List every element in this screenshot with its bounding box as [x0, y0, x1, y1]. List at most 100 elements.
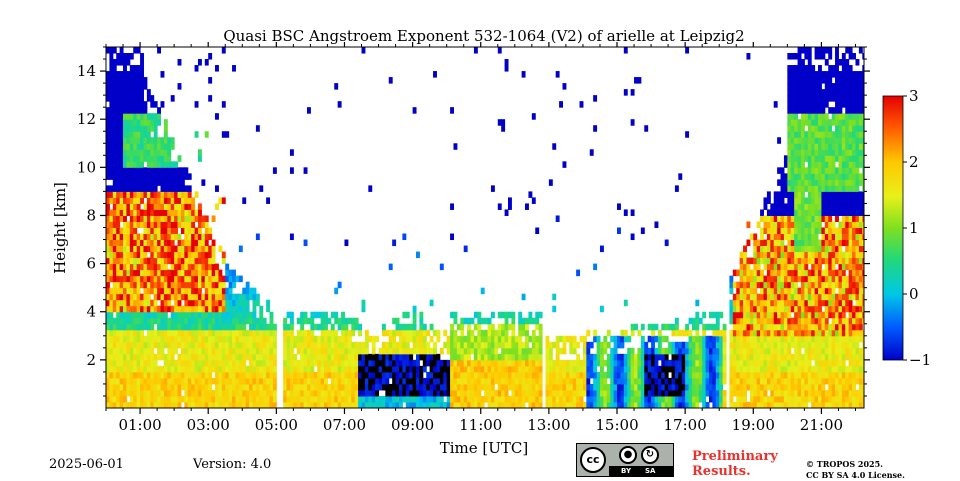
heatmap-cell: [194, 281, 199, 289]
heatmap-cell: [794, 143, 799, 150]
heatmap-cell: [773, 395, 778, 403]
heatmap-cell: [259, 347, 264, 355]
heatmap-cell: [674, 185, 679, 192]
heatmap-cell: [787, 167, 792, 174]
heatmap-cell: [678, 353, 683, 361]
heatmap-cell: [828, 305, 833, 313]
heatmap-cell: [252, 359, 257, 367]
heatmap-cell: [773, 365, 778, 373]
heatmap-cell: [405, 335, 410, 343]
heatmap-cell: [807, 155, 812, 162]
heatmap-cell: [184, 197, 189, 204]
heatmap-cell: [153, 341, 158, 349]
heatmap-cell: [732, 383, 737, 391]
heatmap-cell: [364, 347, 369, 355]
heatmap-cell: [218, 341, 223, 349]
heatmap-cell: [150, 377, 155, 385]
heatmap-cell: [398, 353, 403, 361]
heatmap-cell: [651, 353, 655, 361]
heatmap-cell: [310, 353, 315, 361]
heatmap-cell: [119, 317, 124, 325]
heatmap-cell: [681, 383, 686, 391]
heatmap-cell: [419, 323, 424, 331]
heatmap-cell: [746, 371, 751, 379]
heatmap-cell: [800, 227, 805, 235]
heatmap-cell: [119, 179, 124, 186]
heatmap-cell: [647, 389, 652, 397]
heatmap-cell: [828, 173, 833, 180]
heatmap-cell: [514, 341, 519, 349]
heatmap-cell: [756, 221, 761, 228]
heatmap-cell: [787, 119, 792, 126]
heatmap-cell: [821, 149, 826, 156]
heatmap-cell: [770, 359, 775, 367]
heatmap-cell: [177, 389, 182, 397]
heatmap-cell: [211, 311, 216, 319]
heatmap-cell: [562, 395, 567, 403]
heatmap-cell: [150, 365, 155, 373]
heatmap-cell: [187, 317, 192, 325]
heatmap-cell: [828, 245, 833, 253]
heatmap-cell: [821, 353, 826, 361]
heatmap-cell: [330, 341, 335, 349]
heatmap-cell: [126, 305, 131, 313]
heatmap-cell: [630, 377, 635, 385]
heatmap-cell: [215, 323, 219, 331]
heatmap-cell: [838, 311, 843, 319]
heatmap-cell: [508, 341, 512, 349]
heatmap-cell: [787, 377, 792, 385]
heatmap-cell: [814, 335, 819, 343]
heatmap-cell: [828, 263, 833, 271]
heatmap-cell: [283, 359, 288, 367]
heatmap-cell: [818, 209, 822, 216]
heatmap-cell: [313, 377, 318, 385]
heatmap-cell: [831, 263, 836, 271]
heatmap-cell: [790, 221, 795, 228]
heatmap-cell: [119, 287, 124, 295]
heatmap-cell: [204, 377, 209, 385]
heatmap-cell: [538, 389, 543, 397]
heatmap-cell: [565, 383, 570, 391]
heatmap-cell: [794, 275, 799, 283]
heatmap-cell: [800, 71, 805, 78]
heatmap-cell: [272, 353, 277, 361]
heatmap-cell: [722, 323, 727, 331]
heatmap-cell: [504, 317, 509, 325]
heatmap-cell: [436, 377, 441, 385]
heatmap-cell: [732, 389, 737, 397]
heatmap-cell: [160, 197, 165, 204]
heatmap-cell: [136, 47, 141, 54]
heatmap-cell: [150, 113, 155, 120]
heatmap-cell: [804, 101, 809, 108]
heatmap-cell: [116, 89, 121, 96]
heatmap-cell: [818, 47, 822, 54]
heatmap-cell: [409, 371, 414, 379]
heatmap-cell: [821, 251, 826, 259]
heatmap-cell: [232, 329, 236, 337]
heatmap-cell: [177, 335, 182, 343]
heatmap-cell: [525, 323, 529, 331]
heatmap-cell: [163, 197, 168, 204]
heatmap-cell: [238, 401, 243, 408]
heatmap-cell: [167, 137, 172, 144]
heatmap-cell: [160, 263, 165, 271]
heatmap-cell: [828, 389, 833, 397]
heatmap-cell: [272, 167, 277, 174]
heatmap-cell: [249, 353, 253, 361]
heatmap-cell: [790, 155, 795, 162]
heatmap-cell: [739, 281, 744, 289]
heatmap-cell: [565, 401, 570, 408]
heatmap-cell: [777, 395, 782, 403]
heatmap-cell: [129, 167, 134, 174]
heatmap-cell: [262, 395, 267, 403]
heatmap-cell: [238, 359, 243, 367]
heatmap-cell: [736, 365, 741, 373]
heatmap-cell: [787, 227, 792, 235]
heatmap-cell: [136, 125, 141, 132]
heatmap-cell: [797, 89, 802, 96]
heatmap-cell: [262, 335, 267, 343]
heatmap-cell: [787, 113, 792, 120]
heatmap-cell: [535, 311, 540, 319]
heatmap-cell: [184, 389, 189, 397]
heatmap-cell: [167, 275, 172, 283]
